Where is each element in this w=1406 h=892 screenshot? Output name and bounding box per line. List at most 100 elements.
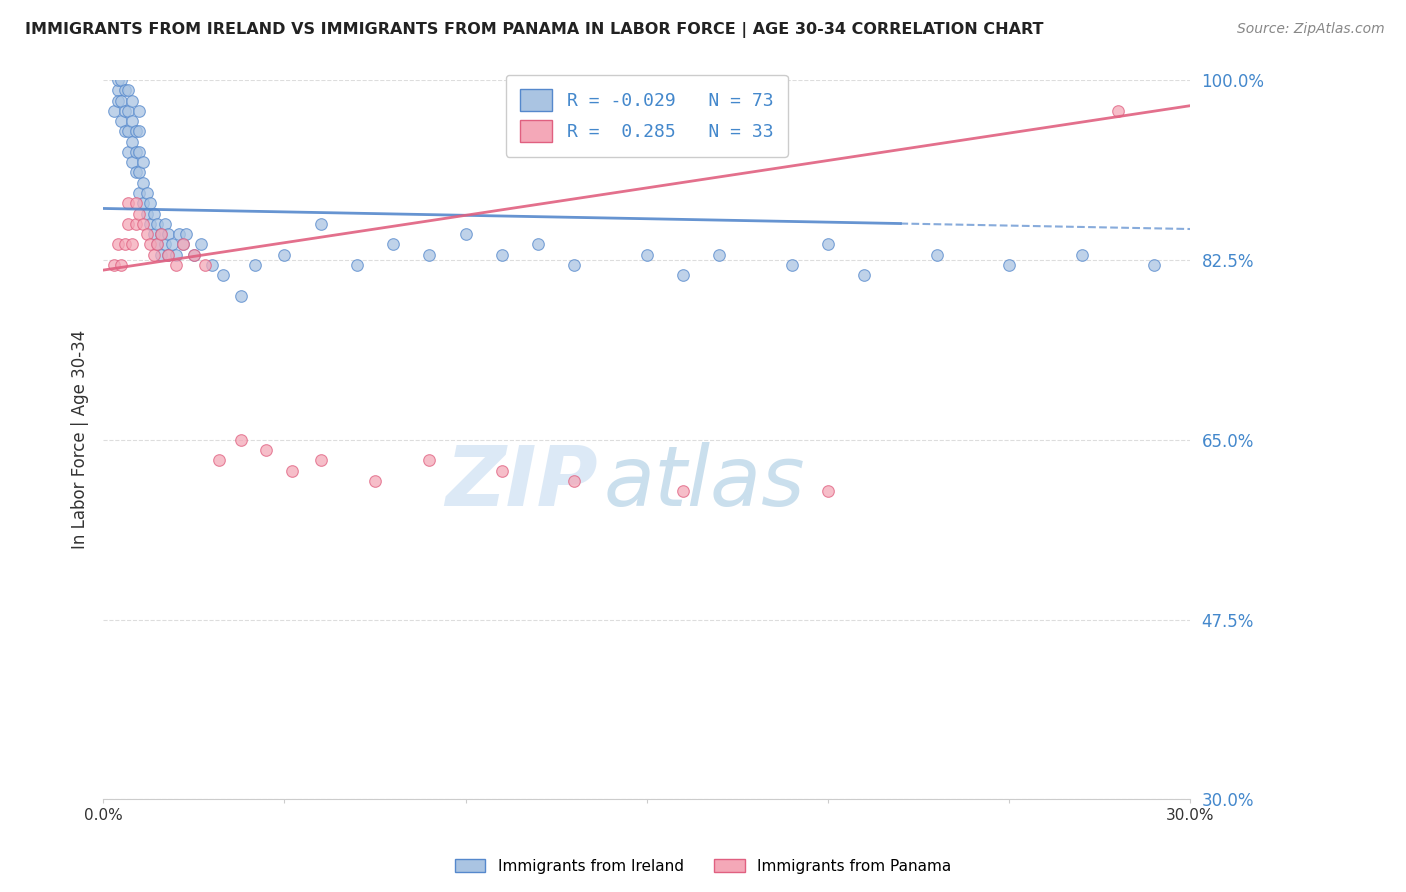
Text: ZIP: ZIP: [446, 442, 598, 524]
Point: [135, 186, 157, 200]
Point: [110, 94, 132, 108]
Point: [135, 206, 157, 220]
Point: [121, 94, 143, 108]
Point: [107, 94, 129, 108]
Point: [142, 248, 165, 262]
Point: [364, 474, 387, 488]
Point: [309, 217, 332, 231]
Point: [117, 83, 139, 97]
Point: [527, 237, 550, 252]
Point: [190, 237, 212, 252]
Point: [229, 289, 252, 303]
Point: [114, 237, 136, 252]
Point: [117, 196, 139, 211]
Point: [107, 83, 129, 97]
Point: [208, 453, 231, 467]
Point: [114, 103, 136, 118]
Point: [245, 258, 267, 272]
Point: [135, 227, 157, 242]
Point: [132, 176, 155, 190]
Point: [125, 196, 148, 211]
Point: [125, 217, 148, 231]
Point: [146, 217, 169, 231]
Point: [491, 464, 513, 478]
Point: [107, 73, 129, 87]
Point: [998, 258, 1021, 272]
Point: [110, 73, 132, 87]
Point: [925, 248, 948, 262]
Point: [114, 83, 136, 97]
Point: [117, 103, 139, 118]
Point: [273, 248, 295, 262]
Point: [165, 258, 187, 272]
Point: [817, 484, 839, 499]
Point: [172, 237, 194, 252]
Point: [454, 227, 477, 242]
Point: [229, 433, 252, 447]
Point: [125, 124, 148, 138]
Point: [157, 227, 180, 242]
Text: IMMIGRANTS FROM IRELAND VS IMMIGRANTS FROM PANAMA IN LABOR FORCE | AGE 30-34 COR: IMMIGRANTS FROM IRELAND VS IMMIGRANTS FR…: [25, 22, 1043, 38]
Point: [146, 237, 169, 252]
Point: [562, 258, 585, 272]
Point: [153, 217, 176, 231]
Point: [132, 196, 155, 211]
Point: [183, 248, 205, 262]
Y-axis label: In Labor Force | Age 30-34: In Labor Force | Age 30-34: [72, 330, 89, 549]
Point: [382, 237, 405, 252]
Point: [139, 196, 162, 211]
Point: [491, 248, 513, 262]
Point: [128, 145, 150, 159]
Text: atlas: atlas: [603, 442, 804, 524]
Text: Source: ZipAtlas.com: Source: ZipAtlas.com: [1237, 22, 1385, 37]
Point: [172, 237, 194, 252]
Point: [110, 114, 132, 128]
Point: [139, 217, 162, 231]
Point: [103, 258, 125, 272]
Point: [176, 227, 198, 242]
Point: [142, 206, 165, 220]
Legend: R = -0.029   N = 73, R =  0.285   N = 33: R = -0.029 N = 73, R = 0.285 N = 33: [506, 75, 787, 157]
Point: [128, 206, 150, 220]
Point: [132, 155, 155, 169]
Point: [201, 258, 224, 272]
Point: [121, 155, 143, 169]
Point: [146, 237, 169, 252]
Point: [165, 248, 187, 262]
Point: [562, 474, 585, 488]
Point: [110, 258, 132, 272]
Point: [780, 258, 803, 272]
Point: [153, 237, 176, 252]
Point: [1070, 248, 1092, 262]
Point: [128, 103, 150, 118]
Point: [817, 237, 839, 252]
Point: [157, 248, 180, 262]
Point: [183, 248, 205, 262]
Point: [117, 217, 139, 231]
Point: [117, 145, 139, 159]
Point: [167, 227, 190, 242]
Point: [128, 186, 150, 200]
Point: [125, 145, 148, 159]
Point: [128, 165, 150, 179]
Point: [672, 268, 695, 283]
Legend: Immigrants from Ireland, Immigrants from Panama: Immigrants from Ireland, Immigrants from…: [449, 853, 957, 880]
Point: [160, 237, 183, 252]
Point: [1143, 258, 1166, 272]
Point: [309, 453, 332, 467]
Point: [157, 248, 180, 262]
Point: [853, 268, 876, 283]
Point: [150, 248, 173, 262]
Point: [132, 217, 155, 231]
Point: [121, 237, 143, 252]
Point: [103, 103, 125, 118]
Point: [418, 453, 440, 467]
Point: [280, 464, 302, 478]
Point: [114, 124, 136, 138]
Point: [142, 227, 165, 242]
Point: [139, 237, 162, 252]
Point: [125, 165, 148, 179]
Point: [254, 442, 277, 457]
Point: [194, 258, 217, 272]
Point: [709, 248, 731, 262]
